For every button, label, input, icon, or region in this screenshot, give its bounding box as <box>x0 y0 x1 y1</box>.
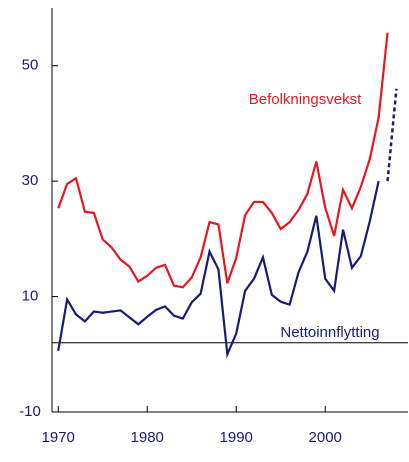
series-label: Nettoinnflytting <box>280 324 379 341</box>
series-line <box>57 32 389 289</box>
series-label: Befolkningsvekst <box>249 91 362 108</box>
y-tick-label: -10 <box>19 403 41 420</box>
y-tick-label: 30 <box>22 172 39 189</box>
series-line <box>57 180 380 359</box>
projection-line <box>386 88 398 182</box>
x-tick-label: 1980 <box>131 429 164 446</box>
x-tick-label: 1990 <box>220 429 253 446</box>
x-tick-label: 2000 <box>309 429 342 446</box>
x-tick-label: 1970 <box>42 429 75 446</box>
y-tick-label: 50 <box>22 57 39 74</box>
y-tick-label: 10 <box>22 288 39 305</box>
